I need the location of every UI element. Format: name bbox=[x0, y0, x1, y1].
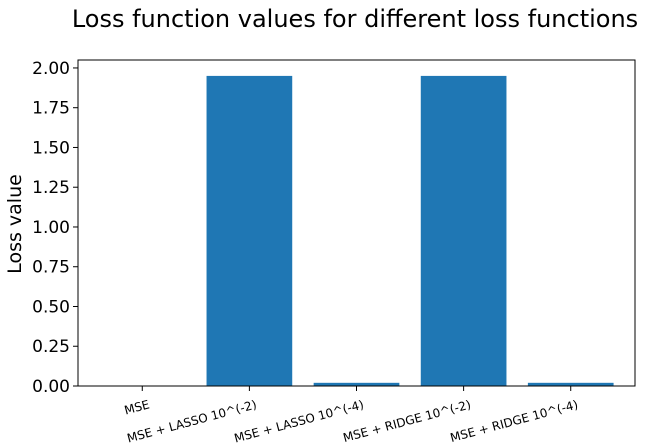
y-axis-label: Loss value bbox=[4, 174, 26, 274]
y-ticks-group: 0.00 0.25 0.50 0.75 1.00 1.25 1.50 1.75 2.00 bbox=[32, 59, 78, 397]
bar bbox=[420, 75, 507, 386]
bar bbox=[313, 382, 400, 386]
x-tick-label: MSE bbox=[123, 397, 151, 417]
y-tick-label: 1.25 bbox=[32, 178, 70, 198]
y-tick-label: 1.50 bbox=[32, 138, 70, 158]
bars-group bbox=[206, 75, 614, 386]
y-tick-label: 0.75 bbox=[32, 258, 70, 278]
y-tick-label: 0.25 bbox=[32, 337, 70, 357]
bar bbox=[206, 75, 293, 386]
y-tick-label: 1.75 bbox=[32, 99, 70, 119]
y-tick-label: 2.00 bbox=[32, 59, 70, 79]
y-tick-label: 0.50 bbox=[32, 297, 70, 317]
y-tick-label: 0.00 bbox=[32, 377, 70, 397]
bar bbox=[527, 382, 614, 386]
chart-title: Loss function values for different loss … bbox=[72, 5, 638, 33]
y-tick-label: 1.00 bbox=[32, 218, 70, 238]
plot-frame bbox=[77, 59, 636, 387]
